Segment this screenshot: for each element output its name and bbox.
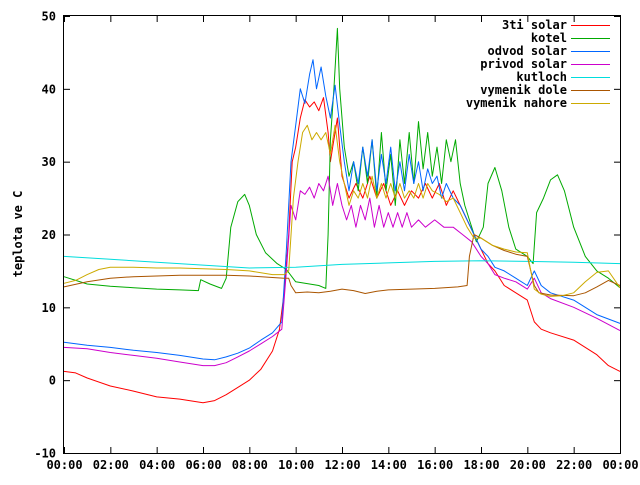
legend-label-1: kotel xyxy=(531,31,567,45)
x-tick-label: 06:00 xyxy=(185,458,221,472)
series-line-5 xyxy=(63,234,621,297)
series-line-6 xyxy=(63,124,621,297)
series-line-2 xyxy=(63,59,621,361)
series-line-3 xyxy=(63,175,621,367)
y-tick-label: 40 xyxy=(42,82,56,96)
series-line-1 xyxy=(63,27,621,292)
legend-label-2: odvod solar xyxy=(488,44,567,58)
y-tick-label: 30 xyxy=(42,155,56,169)
legend-label-6: vymenik nahore xyxy=(466,96,567,110)
x-tick-label: 00:00 xyxy=(602,458,638,472)
y-tick-label: 10 xyxy=(42,301,56,315)
x-tick-label: 00:00 xyxy=(46,458,82,472)
axes-ticks: -10 0 10 20 30 40 50 00:00 02:00 04:00 06:00 08:00 1… xyxy=(34,10,638,473)
y-axis-label: teplota ve C xyxy=(11,191,25,278)
y-tick-label: 50 xyxy=(42,10,56,24)
x-tick-label: 10:00 xyxy=(278,458,314,472)
legend-label-3: privod solar xyxy=(480,57,567,71)
x-tick-label: 02:00 xyxy=(93,458,129,472)
y-tick-label: 20 xyxy=(42,228,56,242)
legend-label-5: vymenik dole xyxy=(480,83,567,97)
series-line-0 xyxy=(63,97,621,404)
series-layer xyxy=(63,27,621,404)
plot-area-frame xyxy=(63,15,621,454)
x-tick-label: 04:00 xyxy=(139,458,175,472)
x-tick-label: 14:00 xyxy=(371,458,407,472)
x-tick-label: 20:00 xyxy=(510,458,546,472)
x-tick-label: 08:00 xyxy=(232,458,268,472)
x-tick-label: 16:00 xyxy=(417,458,453,472)
x-tick-label: 18:00 xyxy=(463,458,499,472)
y-tick-label: -10 xyxy=(34,447,56,461)
series-line-4 xyxy=(63,255,621,269)
y-tick-label: 0 xyxy=(49,374,56,388)
legend-label-0: 3ti solar xyxy=(502,18,567,32)
x-tick-label: 12:00 xyxy=(324,458,360,472)
x-tick-label: 22:00 xyxy=(556,458,592,472)
legend-label-4: kutloch xyxy=(516,70,567,84)
